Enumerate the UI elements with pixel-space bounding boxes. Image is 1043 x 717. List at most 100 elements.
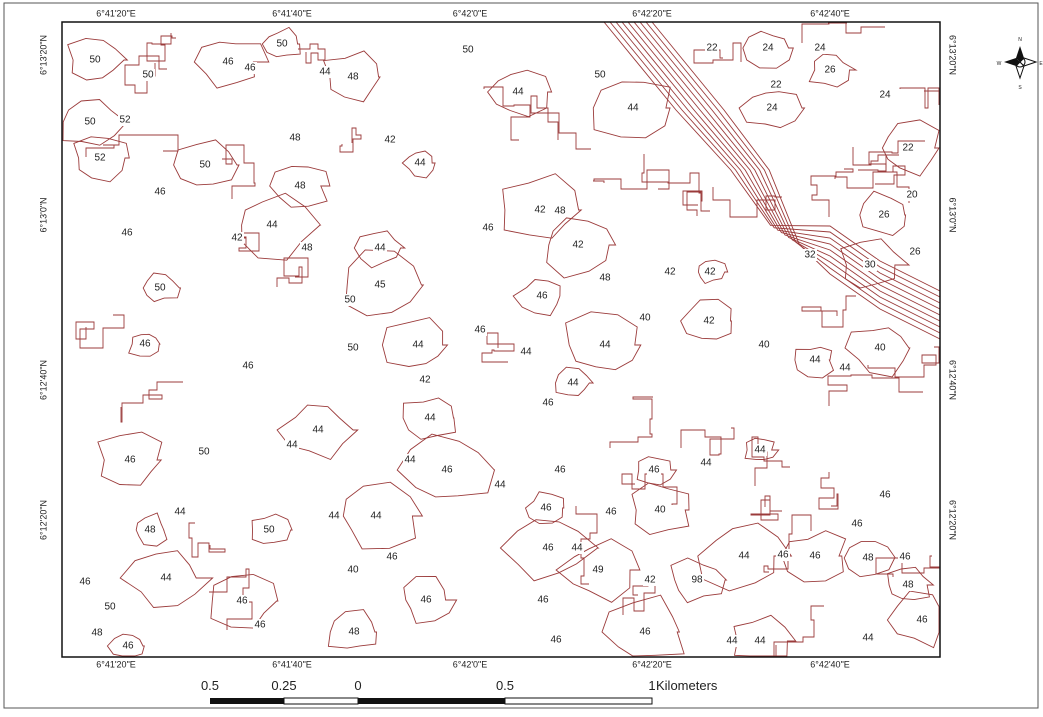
contour-label: 44 [266, 220, 278, 231]
contour-label: 44 [328, 511, 340, 522]
map: 6°41'20"E6°41'20"E6°41'40"E6°41'40"E6°42… [0, 0, 1043, 712]
contour-label: 46 [386, 552, 398, 563]
right-coordinate: 6°13'20"N [948, 35, 958, 75]
contour-label: 98 [691, 575, 703, 586]
contour-label: 42 [419, 375, 431, 386]
contour-label: 44 [599, 340, 611, 351]
contour-label: 46 [542, 543, 554, 554]
contour-label: 44 [374, 243, 386, 254]
contour-label: 42 [384, 135, 396, 146]
contour-label: 42 [572, 240, 584, 251]
contour-label: 44 [738, 551, 750, 562]
contour-label: 46 [851, 519, 863, 530]
top-coordinate: 6°42'20"E [632, 8, 672, 18]
scale-tick-label: 0.5 [201, 678, 219, 693]
contour-label: 50 [344, 295, 356, 306]
contour-label: 46 [139, 339, 151, 350]
right-coordinate: 6°13'0"N [948, 197, 958, 232]
contour-label: 24 [766, 103, 778, 114]
contour-label: 46 [554, 465, 566, 476]
contour-label: 44 [571, 543, 583, 554]
compass-letter: E [1039, 61, 1043, 67]
contour-label: 50 [84, 117, 96, 128]
bottom-coordinate: 6°41'40"E [272, 659, 312, 669]
contour-label: 40 [654, 505, 666, 516]
contour-label: 22 [706, 43, 718, 54]
contour-label: 48 [289, 133, 301, 144]
scale-bar [210, 698, 652, 704]
contour-label: 20 [906, 190, 918, 201]
contour-label: 50 [276, 39, 288, 50]
contour-label: 48 [902, 580, 914, 591]
contour-label: 48 [301, 243, 313, 254]
contour-label: 44 [700, 458, 712, 469]
contour-label: 22 [770, 80, 782, 91]
scale-tick-label: 0.5 [496, 678, 514, 693]
contour-label: 46 [242, 361, 254, 372]
top-coordinate: 6°42'0"E [453, 8, 488, 18]
contour-label: 26 [878, 210, 890, 221]
contour-label: 44 [414, 158, 426, 169]
contour-label: 50 [142, 70, 154, 81]
contour-label: 22 [902, 143, 914, 154]
contour-label: 46 [777, 550, 789, 561]
contour-label: 46 [124, 455, 136, 466]
scale-tick-label: 1 [648, 678, 655, 693]
contour-label: 42 [644, 575, 656, 586]
contour-label: 46 [916, 615, 928, 626]
contour-label: 44 [754, 445, 766, 456]
contour-label: 30 [864, 260, 876, 271]
contour-label: 52 [94, 153, 106, 164]
contour-label: 44 [412, 340, 424, 351]
contour-label: 50 [263, 525, 275, 536]
left-coordinate: 6°13'0"N [38, 197, 48, 232]
contour-label: 46 [254, 620, 266, 631]
contour-label: 50 [154, 283, 166, 294]
contour-label: 48 [554, 206, 566, 217]
contour-label: 46 [639, 627, 651, 638]
contour-label: 48 [599, 273, 611, 284]
scale-unit: Kilometers [656, 678, 718, 693]
contour-label: 24 [762, 43, 774, 54]
contour-label: 48 [91, 628, 103, 639]
contour-label: 52 [119, 115, 131, 126]
contour-label: 26 [824, 65, 836, 76]
contour-label: 46 [540, 503, 552, 514]
bottom-coordinate: 6°42'20"E [632, 659, 672, 669]
contour-label: 46 [121, 228, 133, 239]
contour-label: 44 [862, 633, 874, 644]
contour-label: 50 [462, 45, 474, 56]
contour-label: 46 [236, 596, 248, 607]
contour-label: 46 [536, 291, 548, 302]
contour-label: 40 [874, 343, 886, 354]
contour-label: 46 [605, 507, 617, 518]
left-coordinate: 6°12'40"N [38, 360, 48, 400]
contour-label: 44 [627, 103, 639, 114]
contour-label: 50 [594, 70, 606, 81]
contour-label: 40 [639, 313, 651, 324]
contour-label: 46 [482, 223, 494, 234]
compass-letter: N [1018, 37, 1022, 43]
contour-label: 46 [899, 552, 911, 563]
contour-label: 44 [494, 480, 506, 491]
top-coordinate: 6°42'40"E [810, 8, 850, 18]
contour-label: 46 [244, 63, 256, 74]
contour-label: 42 [704, 267, 716, 278]
contour-label: 26 [909, 247, 921, 258]
contour-label: 46 [474, 325, 486, 336]
contour-label: 48 [862, 553, 874, 564]
contour-label: 50 [198, 447, 210, 458]
contour-label: 46 [879, 490, 891, 501]
contour-label: 44 [404, 455, 416, 466]
contour-label: 24 [879, 90, 891, 101]
contour-label: 42 [664, 267, 676, 278]
contour-label: 40 [758, 340, 770, 351]
contour-label: 50 [104, 602, 116, 613]
contour-label: 44 [286, 440, 298, 451]
contour-label: 44 [312, 425, 324, 436]
contour-label: 44 [319, 67, 331, 78]
bottom-coordinate: 6°42'0"E [453, 659, 488, 669]
bottom-coordinate: 6°41'20"E [96, 659, 136, 669]
scale-tick-label: 0 [354, 678, 361, 693]
contour-label: 44 [567, 378, 579, 389]
